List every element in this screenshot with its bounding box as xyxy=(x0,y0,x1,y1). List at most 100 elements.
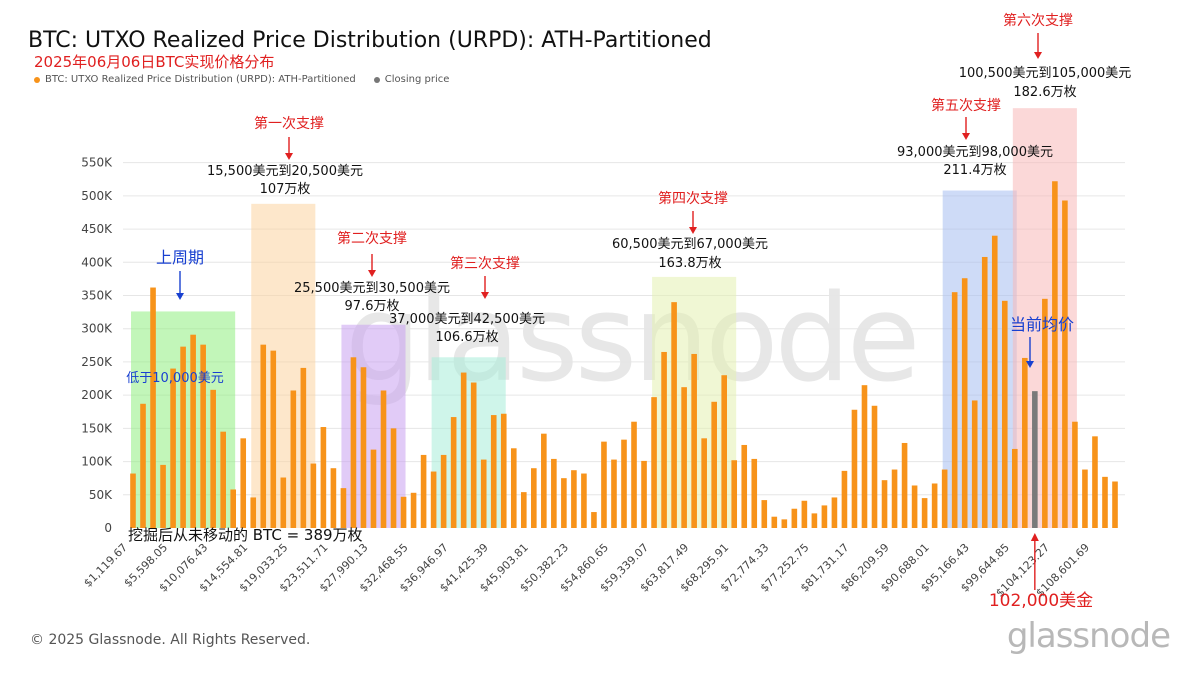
support-supply-label: 107万枚 xyxy=(260,182,311,197)
y-tick-label: 150K xyxy=(81,421,113,435)
urpd-bar xyxy=(320,427,327,528)
urpd-bar xyxy=(801,500,808,528)
urpd-bar xyxy=(230,489,237,528)
urpd-bar xyxy=(160,464,166,528)
urpd-bar xyxy=(490,415,497,528)
support-callout: 第五次支撑 xyxy=(931,97,1001,114)
urpd-bar xyxy=(450,417,457,528)
urpd-bar xyxy=(961,278,968,528)
urpd-bar xyxy=(851,409,858,528)
urpd-bar xyxy=(1052,181,1058,528)
urpd-bar xyxy=(641,460,647,528)
urpd-bar xyxy=(601,441,607,528)
support-range-label: 60,500美元到67,000美元 xyxy=(612,237,768,252)
urpd-bar xyxy=(751,458,758,528)
urpd-bar xyxy=(1042,298,1048,528)
urpd-bar xyxy=(671,302,677,528)
below-10k-note: 低于10,000美元 xyxy=(126,371,224,386)
urpd-bar xyxy=(951,292,958,528)
urpd-bar xyxy=(220,431,226,528)
urpd-bar xyxy=(430,471,437,528)
urpd-bar xyxy=(1092,436,1098,528)
urpd-bar xyxy=(791,508,798,528)
urpd-bar xyxy=(400,496,407,528)
legend: BTC: UTXO Realized Price Distribution (U… xyxy=(34,74,449,85)
copyright-notice: © 2025 Glassnode. All Rights Reserved. xyxy=(30,632,311,648)
bar-layer xyxy=(130,181,1118,528)
urpd-bar xyxy=(1102,476,1108,528)
y-tick-label: 350K xyxy=(81,289,113,303)
urpd-bar xyxy=(260,344,267,528)
urpd-bar xyxy=(1062,200,1068,528)
urpd-bar xyxy=(250,497,257,528)
y-tick-label: 200K xyxy=(81,388,113,402)
urpd-bar xyxy=(891,469,898,528)
support-arrow-head xyxy=(1034,52,1042,59)
urpd-bar xyxy=(551,458,557,528)
urpd-bar xyxy=(941,469,948,528)
support-supply-label: 211.4万枚 xyxy=(943,163,1006,178)
urpd-bar xyxy=(591,512,597,528)
support-range-label: 100,500美元到105,000美元 xyxy=(959,66,1132,81)
urpd-bar xyxy=(1082,469,1088,528)
urpd-bar xyxy=(500,413,507,528)
urpd-bar xyxy=(210,389,216,528)
urpd-bar xyxy=(841,470,848,528)
support-range-label: 93,000美元到98,000美元 xyxy=(897,145,1053,160)
urpd-bar xyxy=(721,375,728,528)
urpd-bar xyxy=(1001,300,1008,528)
y-tick-label: 400K xyxy=(81,255,113,269)
urpd-bar xyxy=(971,400,978,528)
urpd-bar xyxy=(340,488,347,528)
urpd-bar xyxy=(370,449,377,528)
urpd-bar xyxy=(981,256,988,528)
urpd-bar xyxy=(150,287,156,528)
urpd-bar xyxy=(360,367,367,528)
legend-swatch-closing-price xyxy=(373,76,380,83)
urpd-bar xyxy=(901,442,908,528)
legend-item-closing-price[interactable]: Closing price xyxy=(373,74,449,85)
y-tick-label: 250K xyxy=(81,355,113,369)
urpd-bar xyxy=(771,516,778,528)
cycle-arrow-head xyxy=(176,293,184,300)
current-avg-arrow-head xyxy=(1026,361,1034,368)
closing-price-bar xyxy=(1032,391,1038,528)
urpd-bar xyxy=(541,433,547,528)
legend-item-urpd[interactable]: BTC: UTXO Realized Price Distribution (U… xyxy=(34,74,356,85)
urpd-bar xyxy=(831,497,838,528)
y-tick-label: 300K xyxy=(81,322,113,336)
urpd-bar xyxy=(581,473,587,528)
support-range-label: 15,500美元到20,500美元 xyxy=(207,164,363,179)
support-arrow-head xyxy=(962,133,970,140)
urpd-bar xyxy=(200,344,206,528)
support-arrow-head xyxy=(689,227,697,234)
urpd-bar xyxy=(921,498,928,528)
legend-swatch-urpd xyxy=(34,76,40,83)
y-tick-label: 500K xyxy=(81,189,113,203)
urpd-bar xyxy=(931,483,938,528)
urpd-bar xyxy=(561,478,567,528)
urpd-bar xyxy=(280,477,287,528)
urpd-bar xyxy=(390,428,397,528)
urpd-bar xyxy=(731,460,738,528)
unmoved-btc-note: 挖掘后从未移动的 BTC = 389万枚 xyxy=(128,526,363,544)
y-tick-label: 550K xyxy=(81,156,113,170)
urpd-bar xyxy=(1072,421,1078,528)
urpd-bar xyxy=(571,470,577,528)
cycle-callout: 上周期 xyxy=(156,248,204,267)
urpd-bar xyxy=(781,519,788,528)
support-callout: 第三次支撑 xyxy=(450,255,520,272)
urpd-bar xyxy=(460,372,467,528)
urpd-bar xyxy=(871,405,878,528)
support-callout: 第二次支撑 xyxy=(337,230,407,247)
urpd-bar xyxy=(420,454,427,528)
urpd-bar xyxy=(711,401,717,528)
support-supply-label: 106.6万枚 xyxy=(435,330,498,345)
support-supply-label: 182.6万枚 xyxy=(1013,85,1076,100)
support-range-label: 25,500美元到30,500美元 xyxy=(294,281,450,296)
price-arrow-head xyxy=(1030,533,1039,541)
y-tick-label: 0 xyxy=(104,521,112,535)
urpd-bar xyxy=(240,438,247,528)
urpd-bar xyxy=(1011,448,1018,528)
